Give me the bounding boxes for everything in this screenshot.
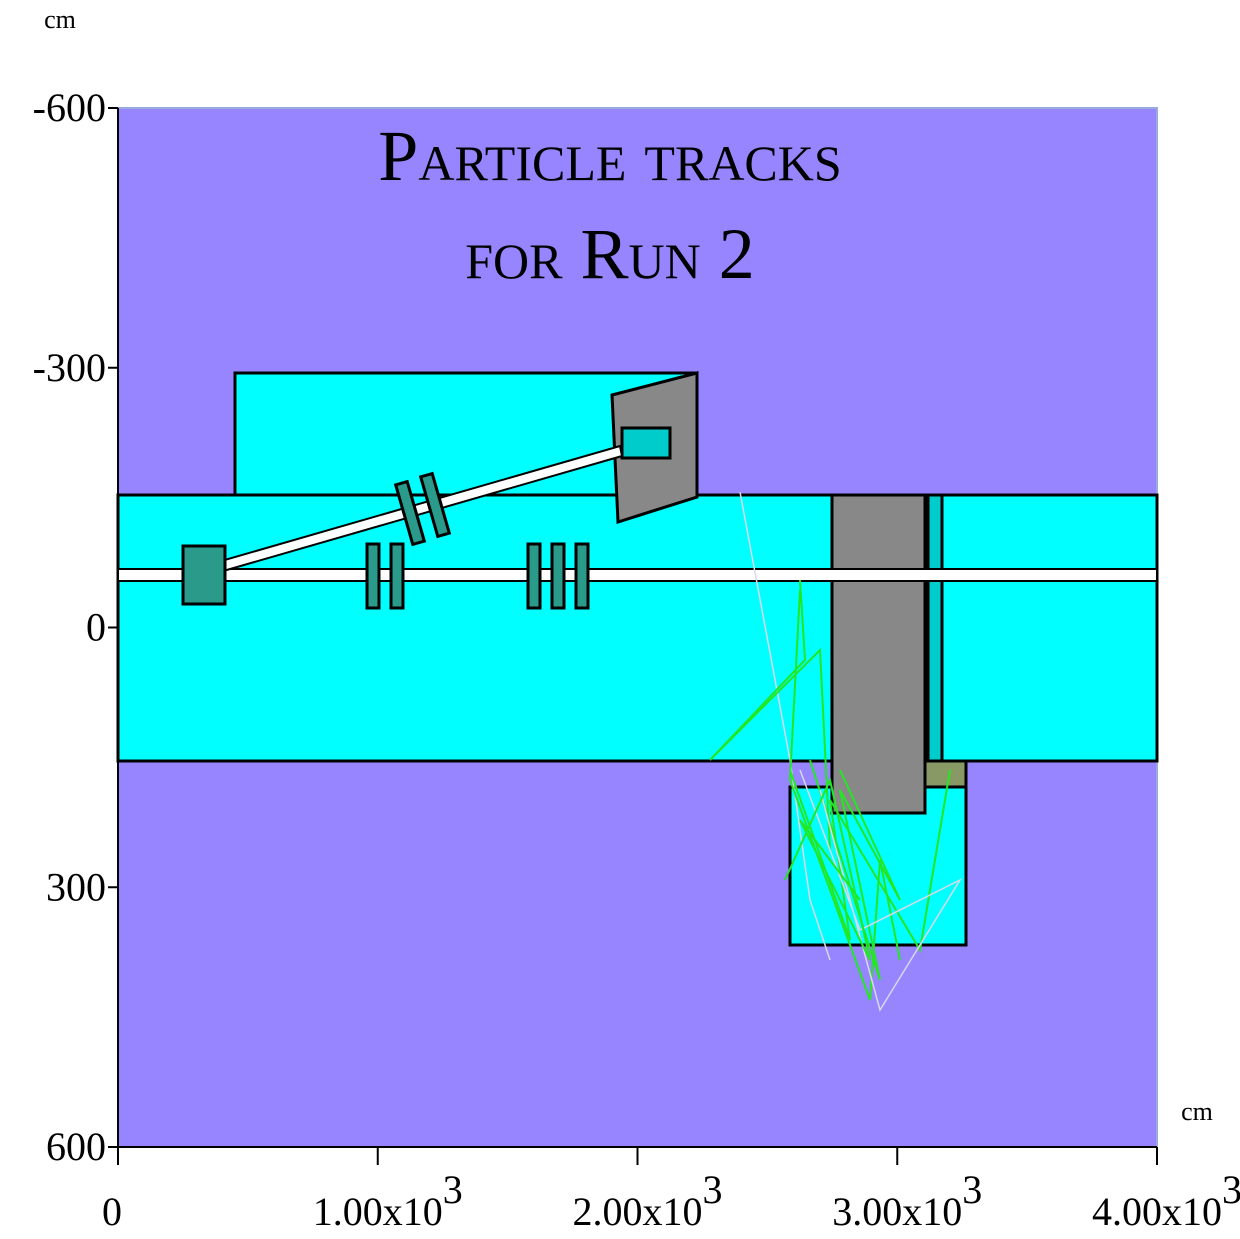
x-tick-label: 4.00x103 [1092,1167,1240,1234]
y-tick-label: 0 [86,605,106,650]
dump-block [832,495,925,813]
x-tick-exponent: 3 [703,1167,723,1212]
x-tick-label: 2.00x103 [573,1167,723,1234]
dump-strip [928,495,942,761]
plot: cm cm Particle tracks for Run 2 -600 -300… [0,0,1240,1239]
magnet [552,544,564,608]
y-tick-label: -300 [33,345,106,390]
detector-window [622,428,670,458]
x-tick-exponent: 3 [962,1167,982,1212]
magnet [367,544,379,608]
magnet [528,544,540,608]
magnet [391,544,403,608]
x-tick-exponent: 3 [443,1167,463,1212]
x-tick-mantissa: 3.00x10 [832,1189,962,1234]
tunnel [118,495,1157,761]
y-unit: cm [44,5,76,34]
title-line: Particle tracks [378,116,841,196]
x-tick-label: 3.00x103 [832,1167,982,1234]
y-tick-label: 300 [46,864,106,909]
x-tick-mantissa: 4.00x10 [1092,1189,1222,1234]
x-tick-mantissa: 1.00x10 [313,1189,443,1234]
x-tick-exponent: 3 [1222,1167,1240,1212]
title-line: for Run 2 [465,214,755,294]
x-tick-label: 1.00x103 [313,1167,463,1234]
y-tick-label: 600 [46,1124,106,1169]
hatched-block [925,761,966,787]
x-tick-label: 0 [102,1189,122,1234]
magnet [183,546,225,604]
y-tick-label: -600 [33,85,106,130]
beam-pipe [118,569,1157,581]
x-tick-mantissa: 2.00x10 [573,1189,703,1234]
x-unit: cm [1181,1097,1213,1126]
magnet [576,544,588,608]
